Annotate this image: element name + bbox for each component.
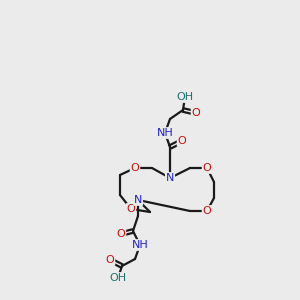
Text: N: N bbox=[166, 173, 174, 183]
Text: O: O bbox=[202, 206, 211, 216]
Text: OH: OH bbox=[110, 273, 127, 283]
Text: O: O bbox=[178, 136, 186, 146]
Text: NH: NH bbox=[132, 240, 148, 250]
Text: O: O bbox=[106, 255, 114, 265]
Text: N: N bbox=[134, 195, 142, 205]
Text: O: O bbox=[192, 108, 200, 118]
Text: O: O bbox=[117, 229, 125, 239]
Text: O: O bbox=[202, 163, 211, 173]
Text: O: O bbox=[130, 163, 140, 173]
Text: NH: NH bbox=[157, 128, 173, 138]
Text: OH: OH bbox=[176, 92, 194, 102]
Text: O: O bbox=[127, 204, 135, 214]
